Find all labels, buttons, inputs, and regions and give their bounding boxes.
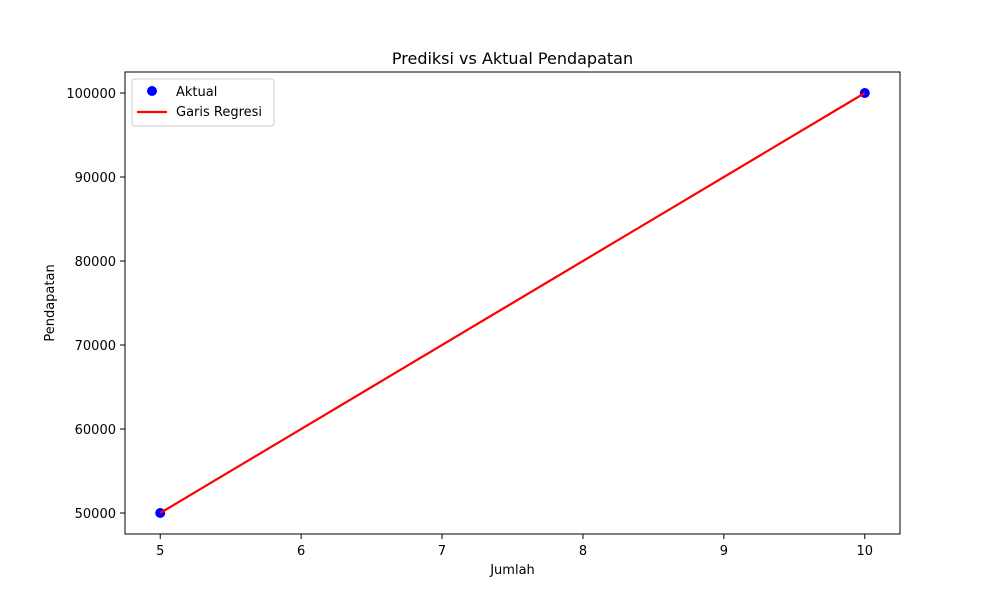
x-tick-label: 6 bbox=[297, 544, 305, 559]
y-axis: 50000 60000 70000 80000 90000 100000 bbox=[66, 87, 125, 522]
x-axis-label: Jumlah bbox=[489, 563, 535, 578]
y-tick-label: 60000 bbox=[75, 423, 116, 438]
y-tick-label: 80000 bbox=[75, 255, 116, 270]
y-tick-label: 100000 bbox=[66, 87, 116, 102]
x-tick-label: 10 bbox=[856, 544, 873, 559]
y-tick-label: 50000 bbox=[75, 507, 116, 522]
x-tick-label: 7 bbox=[438, 544, 446, 559]
y-tick-label: 70000 bbox=[75, 339, 116, 354]
x-tick-label: 5 bbox=[156, 544, 164, 559]
plot-frame bbox=[124, 71, 901, 535]
chart-title: Prediksi vs Aktual Pendapatan bbox=[392, 49, 633, 68]
y-tick-label: 90000 bbox=[75, 171, 116, 186]
legend-box bbox=[131, 78, 275, 127]
series-line-garis-regresi bbox=[159, 92, 866, 514]
legend-marker-aktual bbox=[147, 86, 157, 96]
series-layer bbox=[155, 88, 870, 518]
legend: Aktual Garis Regresi bbox=[131, 78, 275, 127]
legend-label-aktual: Aktual bbox=[176, 85, 217, 100]
x-axis: 5 6 7 8 9 10 bbox=[156, 534, 873, 559]
x-tick-label: 8 bbox=[579, 544, 587, 559]
y-axis-label: Pendapatan bbox=[43, 264, 58, 341]
x-tick-label: 9 bbox=[720, 544, 728, 559]
legend-label-garis-regresi: Garis Regresi bbox=[176, 105, 262, 120]
